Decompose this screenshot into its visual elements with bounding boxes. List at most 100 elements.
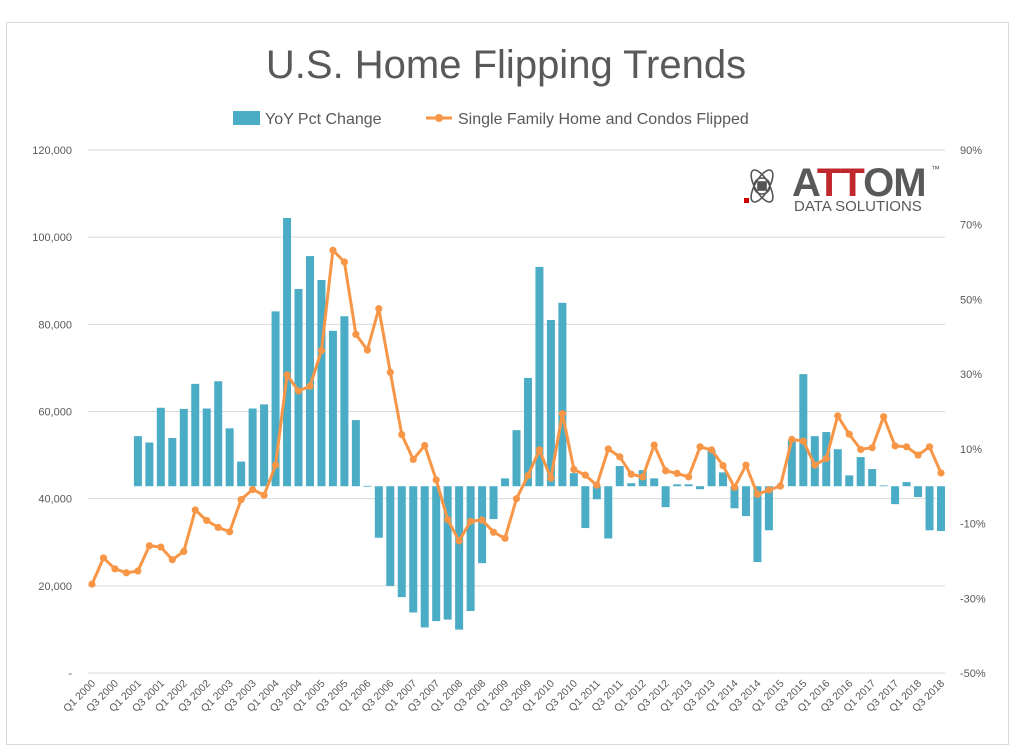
line-point [398,430,406,439]
y-axis-left: - 20,000 40,000 60,000 80,000 100,000 120,000 [32,145,72,680]
line-point [880,413,888,421]
line-point [662,467,670,475]
bar [179,408,188,487]
bar [569,473,578,487]
bar [305,256,314,487]
bar [833,449,842,487]
bar [328,330,337,487]
line-point [707,446,716,454]
y-axis-right: -50% -30% -10% 10% 30% 50% 70% 90% [960,145,986,680]
y-right-tick-label: -50% [960,668,986,680]
bar [443,486,452,620]
line-point [914,451,922,459]
bar [271,311,280,487]
attom-logo: ATTOM ™ DATA SOLUTIONS [744,161,940,215]
bar [661,486,670,508]
bar [627,483,636,487]
bar [397,486,406,598]
bar [317,280,326,487]
bar [248,408,257,487]
line-point [902,443,911,451]
bar [523,377,532,487]
bar [351,420,360,487]
line-point [868,444,876,452]
chart-title: U.S. Home Flipping Trends [266,43,746,87]
line-point [730,483,739,491]
y-left-tick-label: 20,000 [38,581,72,593]
bar [764,486,773,531]
line-point [260,491,268,499]
bar [753,486,762,563]
line-point [352,330,360,338]
line-point [834,412,842,420]
line-point [512,495,521,503]
bar [592,486,601,500]
bar [478,486,487,564]
line-point [329,246,337,254]
line-point [444,515,452,524]
y-left-tick-label: 80,000 [38,319,72,331]
bar [466,486,475,611]
bar [374,486,383,538]
bar [696,486,705,490]
line-point [616,453,624,461]
line-point [925,443,934,451]
bar [455,486,464,630]
line-point [581,471,589,479]
network-icon [744,169,774,203]
line-point [99,554,108,562]
bar [225,428,234,487]
line-point [340,258,349,266]
bar [363,485,372,487]
chart-border [6,22,1009,745]
bar [730,486,739,509]
line-point [845,430,853,438]
legend-bar-label: YoY Pct Change [265,111,382,128]
line-point [719,461,727,470]
y-right-tick-label: -30% [960,593,986,605]
line-point [455,537,463,545]
bar [604,486,613,539]
line-point [524,471,532,480]
y-left-tick-label: 100,000 [32,232,72,244]
line-point [753,490,762,498]
line-point [593,481,601,489]
line-point [776,482,784,490]
line-point [134,567,142,575]
line-point [386,368,394,376]
y-left-tick-label: 60,000 [38,407,72,419]
line-point [570,465,578,474]
bar [581,486,590,529]
y-right-tick-label: -10% [960,519,986,531]
line-point [432,476,440,484]
bar [845,475,854,487]
legend-bar-swatch [233,111,260,125]
line-point [811,461,819,469]
line-point [765,486,773,494]
line-point [226,528,234,536]
bar [489,486,498,520]
line-point [547,474,555,482]
line-point [696,443,704,451]
bar [902,482,911,487]
line-point [294,387,303,395]
line-point [822,454,830,463]
bar [260,404,269,487]
logo-tagline: DATA SOLUTIONS [794,198,922,215]
line-point [684,473,693,481]
line-point [489,528,498,536]
bar [168,438,177,487]
bar [432,486,441,622]
bar [684,484,693,487]
y-right-tick-label: 70% [960,220,982,232]
bar [914,486,923,498]
bar [133,436,142,487]
line-series [88,246,945,588]
line-point [639,473,647,481]
y-left-tick-label: 120,000 [32,145,72,157]
bar [386,486,395,586]
bar [891,486,900,505]
bar [937,486,945,532]
bar [409,486,418,613]
